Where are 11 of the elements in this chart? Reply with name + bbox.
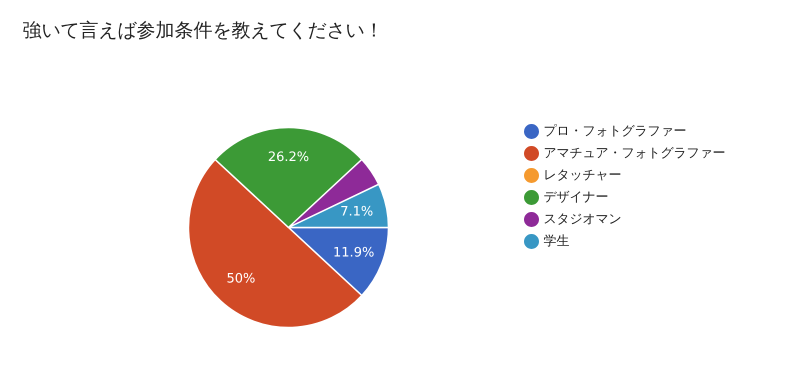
legend-label: プロ・フォトグラファー: [544, 124, 686, 139]
legend-label: スタジオマン: [544, 212, 622, 227]
chart-title: 強いて言えば参加条件を教えてください！: [22, 20, 384, 42]
legend-label: レタッチャー: [544, 168, 622, 183]
data-label: 11.9%: [333, 246, 374, 261]
legend-label: アマチュア・フォトグラファー: [544, 146, 726, 161]
legend-label: デザイナー: [544, 190, 608, 205]
data-label: 50%: [226, 271, 256, 286]
data-label: 7.1%: [340, 204, 374, 220]
legend-label: 学生: [544, 234, 570, 249]
data-label: 26.2%: [268, 150, 310, 165]
